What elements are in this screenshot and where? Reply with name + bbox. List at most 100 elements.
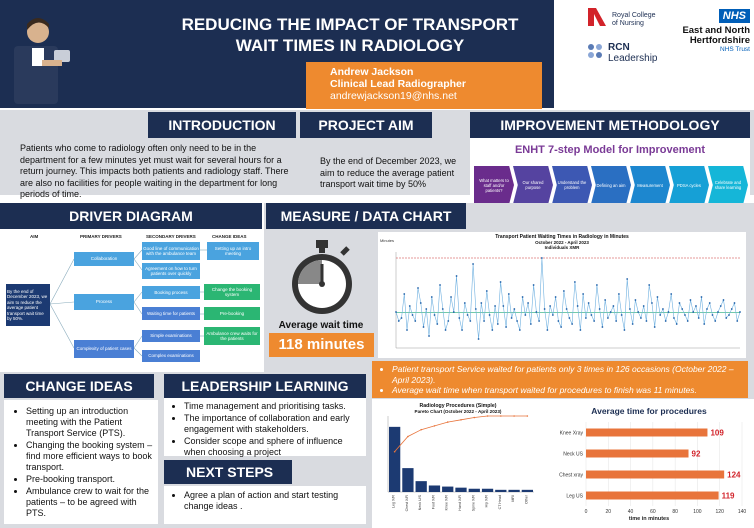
data-point [543,308,546,310]
intro-text: Patients who come to radiology often onl… [20,143,289,199]
data-point [662,308,664,310]
data-point [576,305,579,307]
data-label: 124 [727,471,741,480]
tick-label: 120 [716,509,725,515]
cumulative-point [513,415,515,417]
bar [389,426,401,492]
next-steps-heading: NEXT STEPS [164,460,292,484]
next-steps-box: Agree a plan of action and start testing… [164,486,366,524]
data-point [485,290,488,292]
secondary-driver: Good line of communication with the ambu… [142,242,200,260]
data-point [642,305,645,307]
leadership-box: Time management and prioritising tasks. … [164,398,366,457]
data-point [560,326,563,328]
data-point [535,311,538,313]
data-point [629,308,631,310]
avg-time-title: Average time for procedures [591,406,707,416]
data-point [474,308,477,310]
change-idea: Change the booking system [204,284,260,300]
xmr-ylabel: Minutes [380,238,395,243]
data-point [686,320,689,322]
method-subtitle: ENHT 7-step Model for Improvement [514,144,706,156]
data-point [480,302,483,304]
data-point [653,326,656,328]
data-point [458,317,461,319]
cumulative-line [394,415,528,452]
data-point [408,305,411,307]
data-point [507,293,510,295]
data-point [562,290,565,292]
data-point [430,296,433,298]
measure-notes: Patient transport Service waited for pat… [372,361,748,398]
xmr-chart-subtitle2: Individuals XMR [544,245,580,250]
data-point [436,323,439,325]
cumulative-point [393,450,396,453]
tick-label: Foot X/R [431,495,435,510]
leadership-heading: LEADERSHIP LEARNING [164,374,366,398]
secondary-driver: Agreement on how to turn patients over q… [142,263,200,279]
data-point [491,329,494,331]
data-point [518,329,521,331]
data-point [612,305,615,307]
data-point [670,293,673,295]
data-point [615,320,618,322]
category-label: Chest xray [559,473,583,479]
data-point [469,320,472,322]
bar [586,449,689,458]
tick-label: MRI [511,495,515,502]
data-point [714,320,717,322]
measure-note: Average wait time when transport waited … [392,385,742,396]
method-step: Our shared purpose [513,166,553,204]
category-label: Leg US [566,494,583,500]
data-point [455,275,458,277]
data-point [441,308,444,310]
data-point [722,299,725,301]
data-point [488,314,491,316]
data-label: 109 [710,429,724,438]
data-point [397,320,400,322]
tick-label: Neck U/S [418,494,422,510]
method-step: Defining an aim [591,166,631,204]
data-point [521,296,524,298]
tick-label: 20 [606,509,612,515]
data-point [568,317,571,319]
author-role: Clinical Lead Radiographer [330,78,466,90]
data-point [527,302,529,304]
method-step: Measurement [630,166,670,204]
cumulative-point [407,435,409,438]
data-point [532,284,535,286]
method-heading: IMPROVEMENT METHODOLOGY [470,112,750,138]
pareto-container: Radiology Procedures (Simple) Pareto Cha… [374,402,542,526]
data-point [664,320,667,322]
data-point [695,305,697,307]
pareto-chart: Leg X/R Chest X/R Neck U/S Foot X/R Knee X/R… [387,415,534,511]
data-point [728,314,730,316]
data-point [406,329,408,331]
data-point [590,314,593,316]
data-point [733,302,736,304]
bar [442,486,454,492]
bar [468,488,480,492]
data-point [725,317,728,319]
data-point [656,296,659,298]
list-item: Pre-booking transport. [26,474,154,485]
cumulative-point [486,415,489,417]
data-point [419,302,422,304]
data-point [425,308,428,310]
data-point [678,302,681,304]
change-heading: CHANGE IDEAS [4,374,154,398]
avg-time-chart: 0 20 40 60 80 100 120 140 Knee Xray 109 Neck US 92 C… [559,422,746,515]
xmr-chart [395,252,741,349]
data-point [626,278,629,280]
data-point [681,308,684,310]
data-point [598,308,601,310]
cumulative-point [460,419,462,421]
data-point [447,320,450,322]
list-item: Setting up an introduction meeting with … [26,406,154,439]
data-point [428,335,430,337]
data-point [395,311,397,313]
bar [402,468,414,492]
data-point [450,296,452,298]
data-point [607,317,609,319]
data-point [609,311,612,313]
